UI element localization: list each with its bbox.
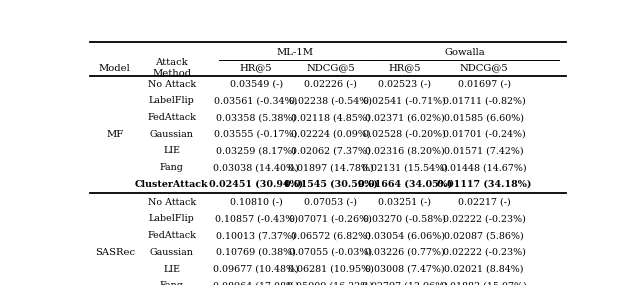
Text: 0.01448 (14.67%): 0.01448 (14.67%) — [442, 163, 527, 172]
Text: 0.02528 (-0.20%): 0.02528 (-0.20%) — [364, 130, 446, 139]
Text: 0.01585 (6.60%): 0.01585 (6.60%) — [444, 113, 524, 122]
Text: 0.02797 (13.96%): 0.02797 (13.96%) — [362, 281, 448, 285]
Text: 0.01711 (-0.82%): 0.01711 (-0.82%) — [443, 96, 525, 105]
Text: 0.03008 (7.47%): 0.03008 (7.47%) — [365, 264, 445, 274]
Text: 0.03270 (-0.58%): 0.03270 (-0.58%) — [364, 215, 446, 223]
Text: LIE: LIE — [163, 146, 180, 155]
Text: 0.01117 (34.18%): 0.01117 (34.18%) — [437, 180, 531, 189]
Text: FedAttack: FedAttack — [147, 231, 196, 240]
Text: 0.01697 (-): 0.01697 (-) — [458, 80, 511, 89]
Text: 0.07071 (-0.26%): 0.07071 (-0.26%) — [289, 215, 372, 223]
Text: ML-1M: ML-1M — [276, 48, 313, 57]
Text: 0.02541 (-0.71%): 0.02541 (-0.71%) — [364, 96, 446, 105]
Text: 0.01883 (15.07%): 0.01883 (15.07%) — [442, 281, 527, 285]
Text: LabelFlip: LabelFlip — [149, 215, 195, 223]
Text: LIE: LIE — [163, 264, 180, 274]
Text: 0.03259 (8.17%): 0.03259 (8.17%) — [216, 146, 296, 155]
Text: Fang: Fang — [160, 281, 184, 285]
Text: 0.07053 (-): 0.07053 (-) — [304, 198, 357, 207]
Text: Gaussian: Gaussian — [150, 248, 194, 257]
Text: 0.03038 (14.40%): 0.03038 (14.40%) — [213, 163, 299, 172]
Text: 0.10769 (0.38%): 0.10769 (0.38%) — [216, 248, 296, 257]
Text: HR@5: HR@5 — [388, 64, 421, 73]
Text: 0.02222 (-0.23%): 0.02222 (-0.23%) — [443, 248, 525, 257]
Text: 0.03054 (6.06%): 0.03054 (6.06%) — [365, 231, 445, 240]
Text: 0.03251 (-): 0.03251 (-) — [378, 198, 431, 207]
Text: 0.10857 (-0.43%): 0.10857 (-0.43%) — [214, 215, 298, 223]
Text: SASRec: SASRec — [95, 248, 135, 257]
Text: 0.01701 (-0.24%): 0.01701 (-0.24%) — [443, 130, 525, 139]
Text: NDCG@5: NDCG@5 — [460, 64, 509, 73]
Text: 0.02224 (0.09%): 0.02224 (0.09%) — [291, 130, 371, 139]
Text: Model: Model — [99, 64, 131, 73]
Text: 0.02131 (15.54%): 0.02131 (15.54%) — [362, 163, 448, 172]
Text: FedAttack: FedAttack — [147, 113, 196, 122]
Text: 0.08964 (17.08%): 0.08964 (17.08%) — [213, 281, 299, 285]
Text: 0.01571 (7.42%): 0.01571 (7.42%) — [444, 146, 524, 155]
Text: 0.03561 (-0.34%): 0.03561 (-0.34%) — [214, 96, 298, 105]
Text: No Attack: No Attack — [148, 198, 196, 207]
Text: 0.02371 (6.02%): 0.02371 (6.02%) — [365, 113, 445, 122]
Text: 0.02451 (30.94%): 0.02451 (30.94%) — [209, 180, 303, 189]
Text: 0.02222 (-0.23%): 0.02222 (-0.23%) — [443, 215, 525, 223]
Text: MF: MF — [106, 130, 124, 139]
Text: 0.01545 (30.59%): 0.01545 (30.59%) — [284, 180, 378, 189]
Text: 0.06572 (6.82%): 0.06572 (6.82%) — [291, 231, 371, 240]
Text: 0.02238 (-0.54%): 0.02238 (-0.54%) — [289, 96, 372, 105]
Text: 0.02087 (5.86%): 0.02087 (5.86%) — [444, 231, 524, 240]
Text: 0.02523 (-): 0.02523 (-) — [378, 80, 431, 89]
Text: 0.07055 (-0.03%): 0.07055 (-0.03%) — [289, 248, 372, 257]
Text: 0.02226 (-): 0.02226 (-) — [304, 80, 357, 89]
Text: HR@5: HR@5 — [240, 64, 273, 73]
Text: 0.10013 (7.37%): 0.10013 (7.37%) — [216, 231, 296, 240]
Text: 0.01897 (14.78%): 0.01897 (14.78%) — [287, 163, 373, 172]
Text: 0.02062 (7.37%): 0.02062 (7.37%) — [291, 146, 371, 155]
Text: 0.02316 (8.20%): 0.02316 (8.20%) — [365, 146, 445, 155]
Text: 0.09677 (10.48%): 0.09677 (10.48%) — [213, 264, 299, 274]
Text: 0.03549 (-): 0.03549 (-) — [230, 80, 283, 89]
Text: Gowalla: Gowalla — [444, 48, 484, 57]
Text: 0.03555 (-0.17%): 0.03555 (-0.17%) — [214, 130, 298, 139]
Text: 0.02217 (-): 0.02217 (-) — [458, 198, 511, 207]
Text: NDCG@5: NDCG@5 — [306, 64, 355, 73]
Text: 0.03226 (0.77%): 0.03226 (0.77%) — [365, 248, 445, 257]
Text: Fang: Fang — [160, 163, 184, 172]
Text: No Attack: No Attack — [148, 80, 196, 89]
Text: Gaussian: Gaussian — [150, 130, 194, 139]
Text: LabelFlip: LabelFlip — [149, 96, 195, 105]
Text: 0.02118 (4.85%): 0.02118 (4.85%) — [291, 113, 371, 122]
Text: 0.01664 (34.05%): 0.01664 (34.05%) — [358, 180, 452, 189]
Text: 0.05909 (16.22%): 0.05909 (16.22%) — [287, 281, 374, 285]
Text: ClusterAttack: ClusterAttack — [135, 180, 209, 189]
Text: 0.03358 (5.38%): 0.03358 (5.38%) — [216, 113, 296, 122]
Text: 0.06281 (10.95%): 0.06281 (10.95%) — [287, 264, 373, 274]
Text: Attack
Method: Attack Method — [152, 58, 191, 78]
Text: 0.02021 (8.84%): 0.02021 (8.84%) — [445, 264, 524, 274]
Text: 0.10810 (-): 0.10810 (-) — [230, 198, 282, 207]
